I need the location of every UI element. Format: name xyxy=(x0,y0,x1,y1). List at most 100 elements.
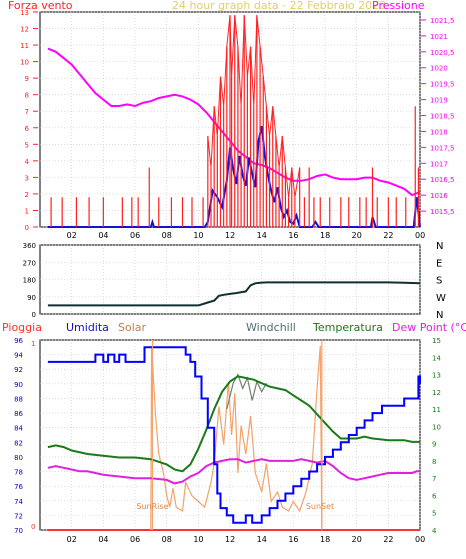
x-tick-label: 02 xyxy=(67,231,77,240)
pressure-tick-label: 1015,5 xyxy=(430,208,455,216)
temperature-tick-label: 10 xyxy=(432,423,441,431)
humidity-tick-label: 84 xyxy=(14,425,23,433)
temperature-tick-label: 8 xyxy=(432,458,436,466)
wind-tick-label: 9 xyxy=(25,75,29,83)
temperature-tick-label: 7 xyxy=(432,475,436,483)
wind-tick-label: 4 xyxy=(25,158,30,166)
direction-tick-label: 180 xyxy=(23,277,36,285)
sunset-label: SunSet xyxy=(306,502,334,511)
umidita-line xyxy=(47,346,421,524)
temperature-tick-label: 13 xyxy=(432,372,441,380)
x-tick-label: 14 xyxy=(257,231,267,240)
humidity-tick-label: 76 xyxy=(14,483,23,491)
humidity-tick-label: 86 xyxy=(14,410,23,418)
wind-tick-label: 10 xyxy=(20,59,29,67)
x-tick-label: 08 xyxy=(162,231,172,240)
humidity-tick-label: 72 xyxy=(14,512,23,520)
direction-tick-label: 270 xyxy=(23,259,36,267)
x-tick-label: 12 xyxy=(225,231,235,240)
pressure-tick-label: 1018 xyxy=(430,128,448,136)
x-tick-label: 22 xyxy=(383,535,393,544)
x-tick-label: 18 xyxy=(320,535,330,544)
x-tick-label: 16 xyxy=(288,231,298,240)
wind-gust-line xyxy=(207,15,301,198)
humidity-tick-label: 92 xyxy=(14,366,23,374)
x-tick-label: 18 xyxy=(320,231,330,240)
temperature-tick-label: 11 xyxy=(432,406,441,414)
pressure-tick-label: 1021,5 xyxy=(430,17,455,25)
x-tick-label: 06 xyxy=(130,535,140,544)
wind-tick-label: 3 xyxy=(25,174,29,182)
humidity-tick-label: 74 xyxy=(14,498,23,506)
temperature-tick-label: 4 xyxy=(432,527,437,535)
wind-tick-label: 0 xyxy=(25,224,29,232)
pressure-axis-label: Pressione xyxy=(372,0,425,12)
temperature-tick-label: 15 xyxy=(432,337,441,345)
rain-tick-label: 0 xyxy=(31,523,35,531)
humidity-tick-label: 94 xyxy=(14,352,23,360)
temperature-tick-label: 12 xyxy=(432,389,441,397)
x-tick-label: 04 xyxy=(98,535,108,544)
wind-tick-label: 7 xyxy=(25,108,29,116)
pressure-tick-label: 1020 xyxy=(430,65,448,73)
solar-line xyxy=(150,345,323,531)
pressure-tick-label: 1017 xyxy=(430,160,448,168)
pressure-tick-label: 1020,5 xyxy=(430,49,455,57)
legend-dewpoint: Dew Point (°C) xyxy=(392,321,466,334)
pressure-tick-label: 1017,5 xyxy=(430,144,455,152)
x-tick-label: 12 xyxy=(225,535,235,544)
wind-tick-label: 12 xyxy=(20,26,29,34)
pressure-tick-label: 1018,5 xyxy=(430,113,455,121)
direction-tick-label: 90 xyxy=(27,294,36,302)
humidity-tick-label: 82 xyxy=(14,439,23,447)
x-tick-label: 10 xyxy=(193,231,203,240)
x-tick-label: 04 xyxy=(98,231,108,240)
legend-windchill: Windchill xyxy=(246,321,296,334)
wind-tick-label: 2 xyxy=(25,191,29,199)
pressure-tick-label: 1016,5 xyxy=(430,176,455,184)
humidity-tick-label: 78 xyxy=(14,469,23,477)
wind-tick-label: 13 xyxy=(20,9,29,17)
wind-tick-label: 5 xyxy=(25,141,29,149)
x-tick-label: 20 xyxy=(352,231,362,240)
pressure-line xyxy=(47,47,421,197)
legend-umidita: Umidita xyxy=(66,321,109,334)
legend-solar: Solar xyxy=(118,321,147,334)
x-tick-label: 10 xyxy=(193,535,203,544)
humidity-tick-label: 70 xyxy=(14,527,23,535)
temperature-tick-label: 6 xyxy=(432,492,437,500)
compass-label: W xyxy=(436,293,446,304)
humidity-tick-label: 80 xyxy=(14,454,23,462)
compass-label: E xyxy=(436,258,442,269)
x-tick-label: 08 xyxy=(162,535,172,544)
x-tick-label: 14 xyxy=(257,535,267,544)
wind-tick-label: 6 xyxy=(25,125,30,133)
direction-tick-label: 360 xyxy=(23,242,36,250)
compass-label: N xyxy=(436,310,443,321)
pressure-tick-label: 1016 xyxy=(430,192,448,200)
temperature-tick-label: 9 xyxy=(432,441,436,449)
x-tick-label: 20 xyxy=(352,535,362,544)
direction-line xyxy=(47,281,421,307)
pressure-tick-label: 1019,5 xyxy=(430,81,455,89)
chart-title: 24 hour graph data - 22 Febbraio 2023 xyxy=(172,0,386,12)
temperature-tick-label: 14 xyxy=(432,354,441,362)
compass-label: N xyxy=(436,241,443,252)
humidity-tick-label: 88 xyxy=(14,395,23,403)
x-tick-label: 22 xyxy=(383,231,393,240)
pressure-tick-label: 1021 xyxy=(430,33,448,41)
x-tick-label: 00 xyxy=(415,535,425,544)
humidity-tick-label: 96 xyxy=(14,337,23,345)
rain-tick-label: 1 xyxy=(31,340,35,348)
wind-tick-label: 8 xyxy=(25,92,29,100)
legend-pioggia: Pioggia xyxy=(2,321,42,334)
x-tick-label: 02 xyxy=(67,535,77,544)
sunrise-label: SunRise xyxy=(136,502,168,511)
direction-tick-label: 0 xyxy=(32,311,36,319)
x-tick-label: 16 xyxy=(288,535,298,544)
humidity-tick-label: 90 xyxy=(14,381,23,389)
wind-tick-label: 11 xyxy=(20,42,29,50)
dew-point-line xyxy=(47,458,420,485)
